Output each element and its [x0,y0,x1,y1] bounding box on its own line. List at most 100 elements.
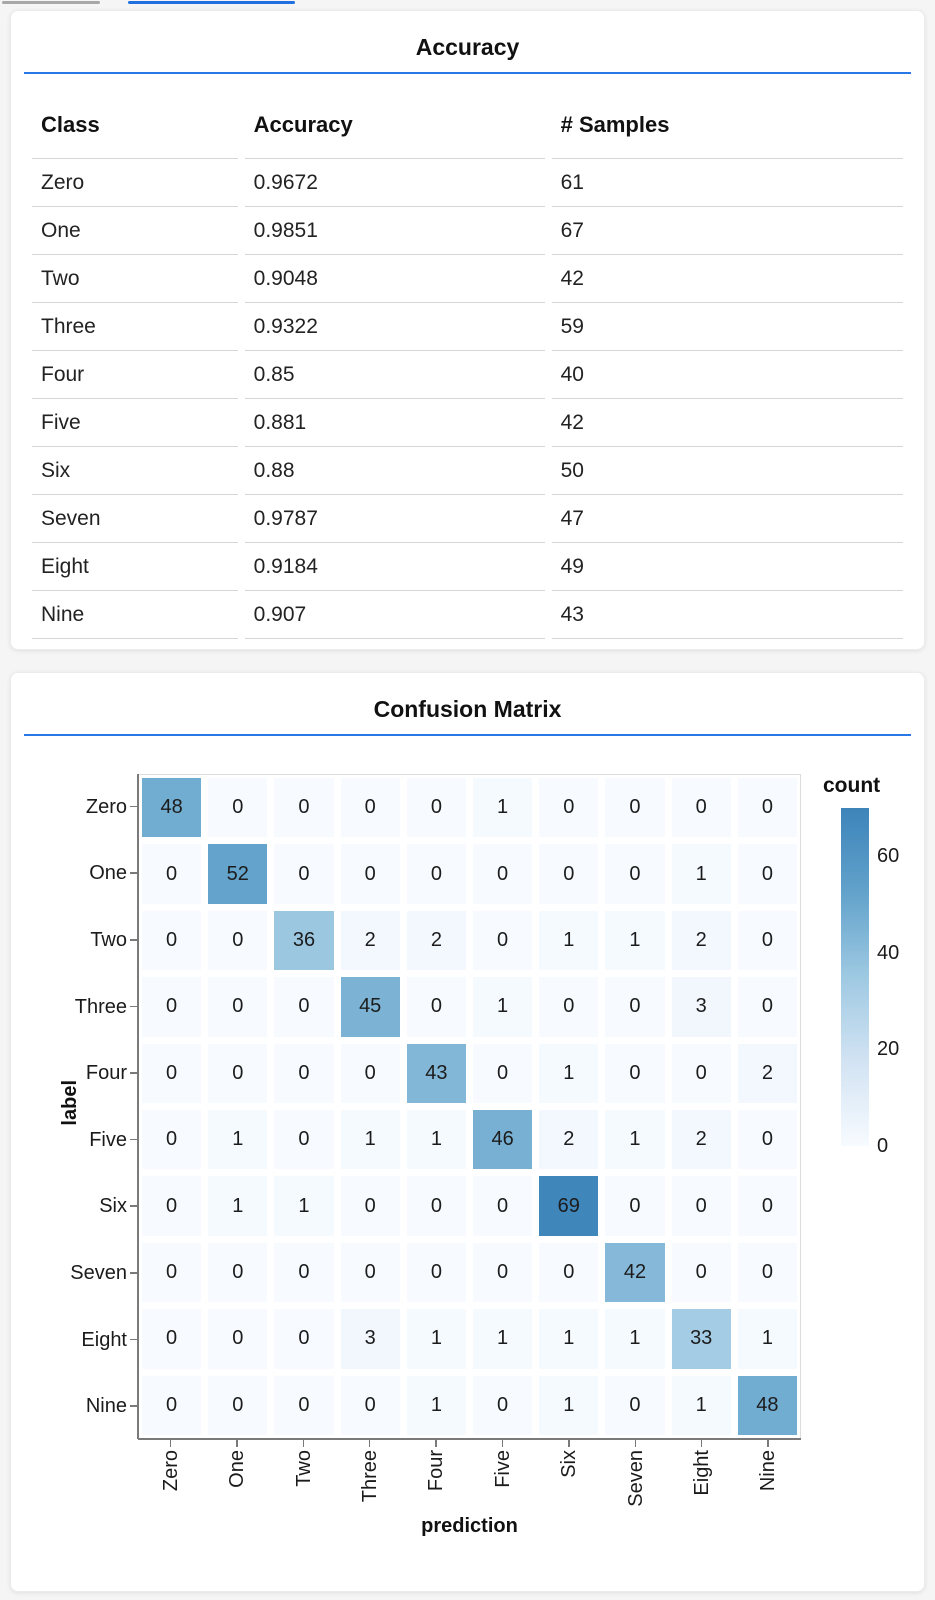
matrix-cell[interactable]: 0 [539,1242,599,1303]
matrix-cell[interactable]: 2 [539,1110,599,1170]
matrix-cell[interactable]: 0 [142,1043,202,1103]
matrix-cell[interactable]: 0 [208,1242,268,1303]
matrix-cell[interactable]: 0 [274,778,334,838]
matrix-cell[interactable]: 0 [142,977,202,1037]
matrix-cell[interactable]: 1 [340,1110,400,1170]
matrix-cell[interactable]: 0 [605,1375,665,1435]
matrix-cell[interactable]: 0 [340,778,400,838]
matrix-cell[interactable]: 0 [208,910,268,971]
matrix-cell[interactable]: 0 [142,910,202,971]
matrix-cell[interactable]: 1 [671,844,731,904]
matrix-cell[interactable]: 1 [605,1309,665,1369]
matrix-cell[interactable]: 2 [737,1043,797,1103]
matrix-cell[interactable]: 0 [340,1176,400,1236]
matrix-cell[interactable]: 0 [142,1110,202,1170]
matrix-cell[interactable]: 0 [274,1110,334,1170]
matrix-cell[interactable]: 1 [539,1375,599,1435]
matrix-cell[interactable]: 0 [473,910,533,971]
matrix-cell[interactable]: 0 [208,1375,268,1435]
matrix-cell[interactable]: 1 [473,778,533,838]
matrix-cell[interactable]: 0 [473,1176,533,1236]
matrix-cell[interactable]: 0 [473,844,533,904]
matrix-cell[interactable]: 0 [473,1043,533,1103]
matrix-cell[interactable]: 1 [473,1309,533,1369]
matrix-cell[interactable]: 0 [406,1242,466,1303]
matrix-cell[interactable]: 1 [605,910,665,971]
matrix-cell[interactable]: 0 [142,844,202,904]
matrix-cell[interactable]: 0 [274,977,334,1037]
matrix-cell[interactable]: 0 [406,977,466,1037]
matrix-cell[interactable]: 0 [737,1176,797,1236]
tab-indicator-blue[interactable] [128,1,295,4]
matrix-cell[interactable]: 0 [340,1375,400,1435]
matrix-cell[interactable]: 36 [274,910,334,971]
matrix-cell[interactable]: 0 [539,844,599,904]
matrix-cell[interactable]: 1 [406,1110,466,1170]
matrix-cell[interactable]: 2 [406,910,466,971]
matrix-cell[interactable]: 3 [671,977,731,1037]
matrix-cell[interactable]: 42 [605,1242,665,1303]
matrix-cell[interactable]: 0 [406,844,466,904]
matrix-cell[interactable]: 52 [208,844,268,904]
matrix-cell[interactable]: 2 [671,1110,731,1170]
matrix-cell[interactable]: 69 [539,1176,599,1236]
matrix-cell[interactable]: 0 [605,844,665,904]
matrix-cell[interactable]: 1 [539,1043,599,1103]
matrix-cell[interactable]: 0 [142,1242,202,1303]
matrix-cell[interactable]: 1 [539,910,599,971]
matrix-cell[interactable]: 1 [671,1375,731,1435]
matrix-cell[interactable]: 1 [473,977,533,1037]
matrix-cell[interactable]: 0 [473,1375,533,1435]
matrix-cell[interactable]: 48 [142,778,202,838]
matrix-cell[interactable]: 0 [737,910,797,971]
matrix-cell[interactable]: 45 [340,977,400,1037]
matrix-cell[interactable]: 0 [406,778,466,838]
matrix-cell[interactable]: 0 [671,778,731,838]
matrix-cell[interactable]: 0 [605,977,665,1037]
matrix-cell[interactable]: 0 [671,1043,731,1103]
matrix-cell[interactable]: 0 [605,778,665,838]
matrix-cell[interactable]: 0 [605,1176,665,1236]
matrix-cell[interactable]: 43 [406,1043,466,1103]
matrix-cell[interactable]: 0 [208,1043,268,1103]
matrix-cell[interactable]: 0 [340,1242,400,1303]
matrix-cell[interactable]: 0 [737,977,797,1037]
matrix-cell[interactable]: 0 [142,1309,202,1369]
matrix-cell[interactable]: 0 [737,1242,797,1303]
matrix-cell[interactable]: 0 [142,1375,202,1435]
matrix-cell[interactable]: 1 [539,1309,599,1369]
matrix-cell[interactable]: 0 [473,1242,533,1303]
matrix-cell[interactable]: 0 [539,778,599,838]
matrix-cell[interactable]: 1 [406,1309,466,1369]
matrix-cell[interactable]: 0 [340,844,400,904]
matrix-cell[interactable]: 0 [340,1043,400,1103]
tab-indicator-gray[interactable] [2,1,100,4]
matrix-cell[interactable]: 0 [274,1309,334,1369]
matrix-cell[interactable]: 0 [737,778,797,838]
matrix-cell[interactable]: 0 [208,778,268,838]
matrix-cell[interactable]: 1 [208,1176,268,1236]
matrix-cell[interactable]: 0 [737,1110,797,1170]
matrix-cell[interactable]: 0 [274,844,334,904]
matrix-cell[interactable]: 0 [539,977,599,1037]
matrix-cell[interactable]: 0 [406,1176,466,1236]
matrix-cell[interactable]: 0 [142,1176,202,1236]
matrix-cell[interactable]: 1 [208,1110,268,1170]
matrix-cell[interactable]: 0 [208,1309,268,1369]
matrix-cell[interactable]: 1 [605,1110,665,1170]
matrix-cell[interactable]: 33 [671,1309,731,1369]
matrix-cell[interactable]: 48 [737,1375,797,1435]
matrix-cell[interactable]: 0 [605,1043,665,1103]
matrix-cell[interactable]: 0 [274,1043,334,1103]
matrix-cell[interactable]: 2 [671,910,731,971]
matrix-cell[interactable]: 2 [340,910,400,971]
matrix-cell[interactable]: 1 [406,1375,466,1435]
matrix-cell[interactable]: 0 [737,844,797,904]
matrix-cell[interactable]: 0 [671,1176,731,1236]
matrix-cell[interactable]: 1 [274,1176,334,1236]
matrix-cell[interactable]: 0 [274,1242,334,1303]
matrix-cell[interactable]: 46 [473,1110,533,1170]
matrix-cell[interactable]: 0 [208,977,268,1037]
matrix-cell[interactable]: 3 [340,1309,400,1369]
matrix-cell[interactable]: 0 [274,1375,334,1435]
